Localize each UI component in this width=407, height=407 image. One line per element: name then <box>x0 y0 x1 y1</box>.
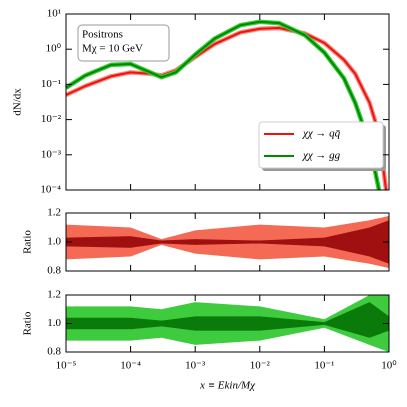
y-tick-label: 10⁻¹ <box>41 78 61 90</box>
y-tick-label: 10¹ <box>47 8 61 20</box>
legend-label: χχ → gg <box>302 150 341 162</box>
y-tick-label: 10⁰ <box>46 43 62 55</box>
x-tick-label: 10⁻⁴ <box>120 360 141 372</box>
y-axis-label: Ratio <box>22 311 34 335</box>
ratio-band <box>66 220 389 264</box>
y-tick-label: 10⁻³ <box>41 148 62 160</box>
y-tick-label: 10⁻⁴ <box>40 184 61 196</box>
x-tick-label: 10⁻¹ <box>314 360 334 372</box>
annotation-box <box>77 24 170 62</box>
series-line <box>65 27 388 191</box>
legend-label: χχ → qq̄ <box>302 128 341 140</box>
y-tick-label: 1.2 <box>47 207 61 219</box>
y-tick-label: 10⁻² <box>41 113 62 125</box>
x-tick-label: 10⁻⁵ <box>56 360 77 372</box>
y-axis-label: Ratio <box>22 230 34 254</box>
x-tick-label: 10⁻³ <box>185 360 206 372</box>
ratio-band <box>66 302 389 338</box>
annotation-text: Mχ = 10 GeV <box>82 43 143 55</box>
x-axis-label: x ≡ Ekin/Mχ <box>199 380 256 392</box>
y-axis-label: dN/dx <box>12 88 24 116</box>
x-tick-label: 10⁻² <box>250 360 271 372</box>
y-tick-label: 1.2 <box>47 289 61 301</box>
x-tick-label: 10⁰ <box>381 360 397 372</box>
y-tick-label: 0.8 <box>47 265 61 277</box>
y-tick-label: 0.8 <box>47 346 61 358</box>
y-tick-label: 1.0 <box>47 317 61 329</box>
series-line <box>65 20 380 191</box>
plot-frame <box>65 13 390 191</box>
y-tick-label: 1.0 <box>47 236 61 248</box>
annotation-text: Positrons <box>82 29 123 41</box>
